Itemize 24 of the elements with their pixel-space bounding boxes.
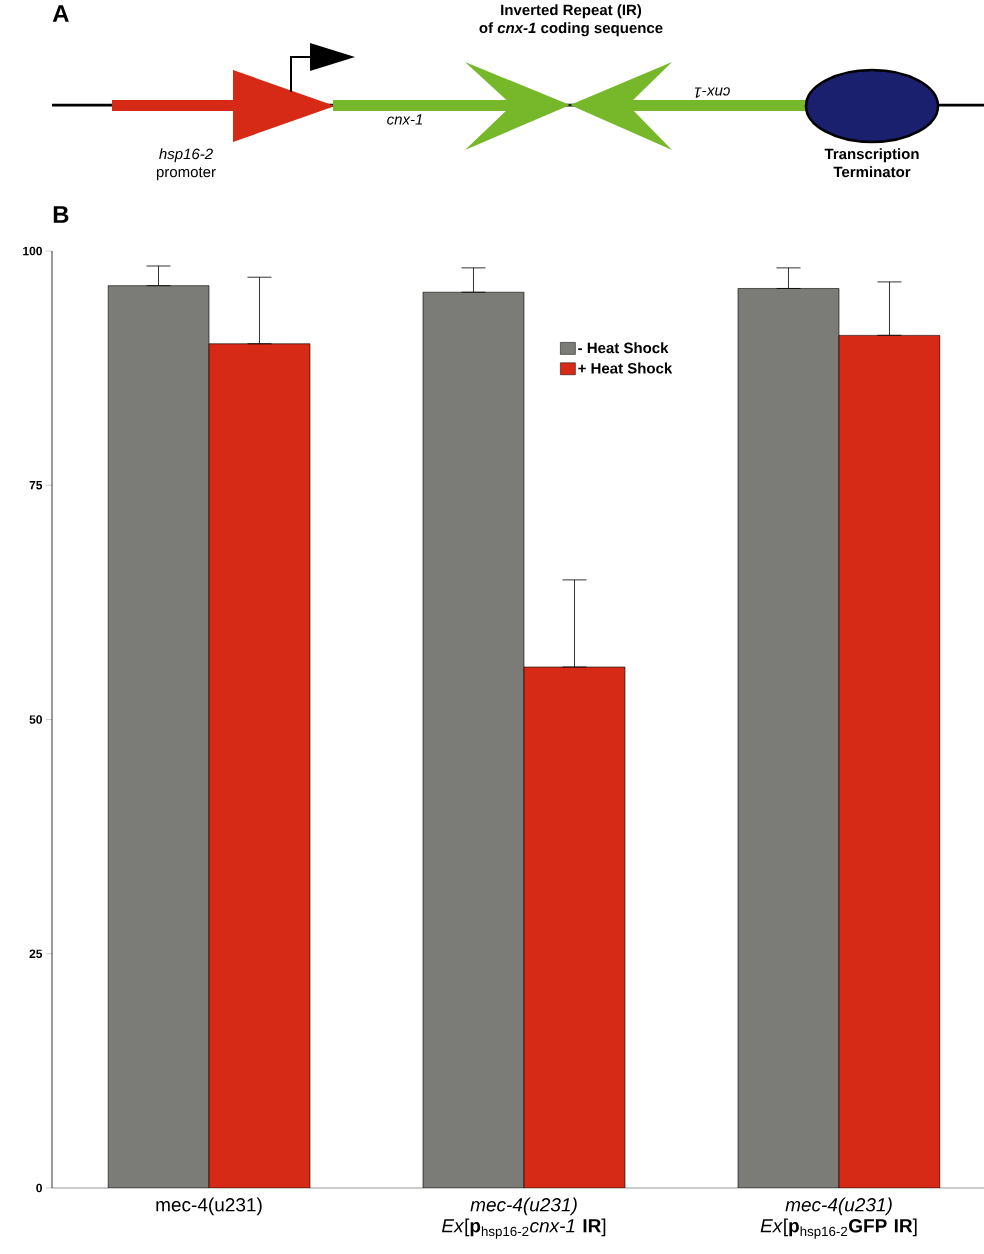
- x-tick-label: mec-4(u231) Ex[p$_{hsp16-2}$cnx-1 IR]: [441, 1197, 606, 1239]
- legend-label: + Heat Shock: [578, 362, 673, 374]
- text: cnx-1: [387, 114, 423, 125]
- text: of cnx-1 coding sequence: [479, 22, 663, 37]
- bar: [737, 288, 840, 1188]
- text: hsp16-2 promoter: [156, 148, 216, 181]
- bar: [107, 285, 210, 1188]
- y-tick-label: 75: [29, 481, 43, 490]
- text: A: [52, 5, 69, 22]
- text: B: [53, 206, 69, 223]
- x-tick-label: mec-4(u231) Ex[p$_{hsp16-2}$GFP IR]: [760, 1197, 917, 1239]
- bar: [422, 291, 525, 1188]
- legend-label: - Heat Shock: [578, 342, 669, 354]
- y-tick-label: 50: [29, 715, 42, 724]
- text: Inverted Repeat (IR): [501, 4, 642, 19]
- y-tick-label: 0: [36, 1183, 42, 1193]
- x-tick-label: mec-4(u231): [156, 1197, 262, 1216]
- bar: [838, 335, 941, 1188]
- bar: [208, 343, 311, 1188]
- text: cnx-1: [694, 87, 730, 98]
- y-tick-label: 100: [23, 246, 42, 256]
- text: Transcription Terminator: [824, 148, 919, 178]
- bar: [523, 666, 626, 1188]
- y-tick-label: 25: [29, 949, 43, 958]
